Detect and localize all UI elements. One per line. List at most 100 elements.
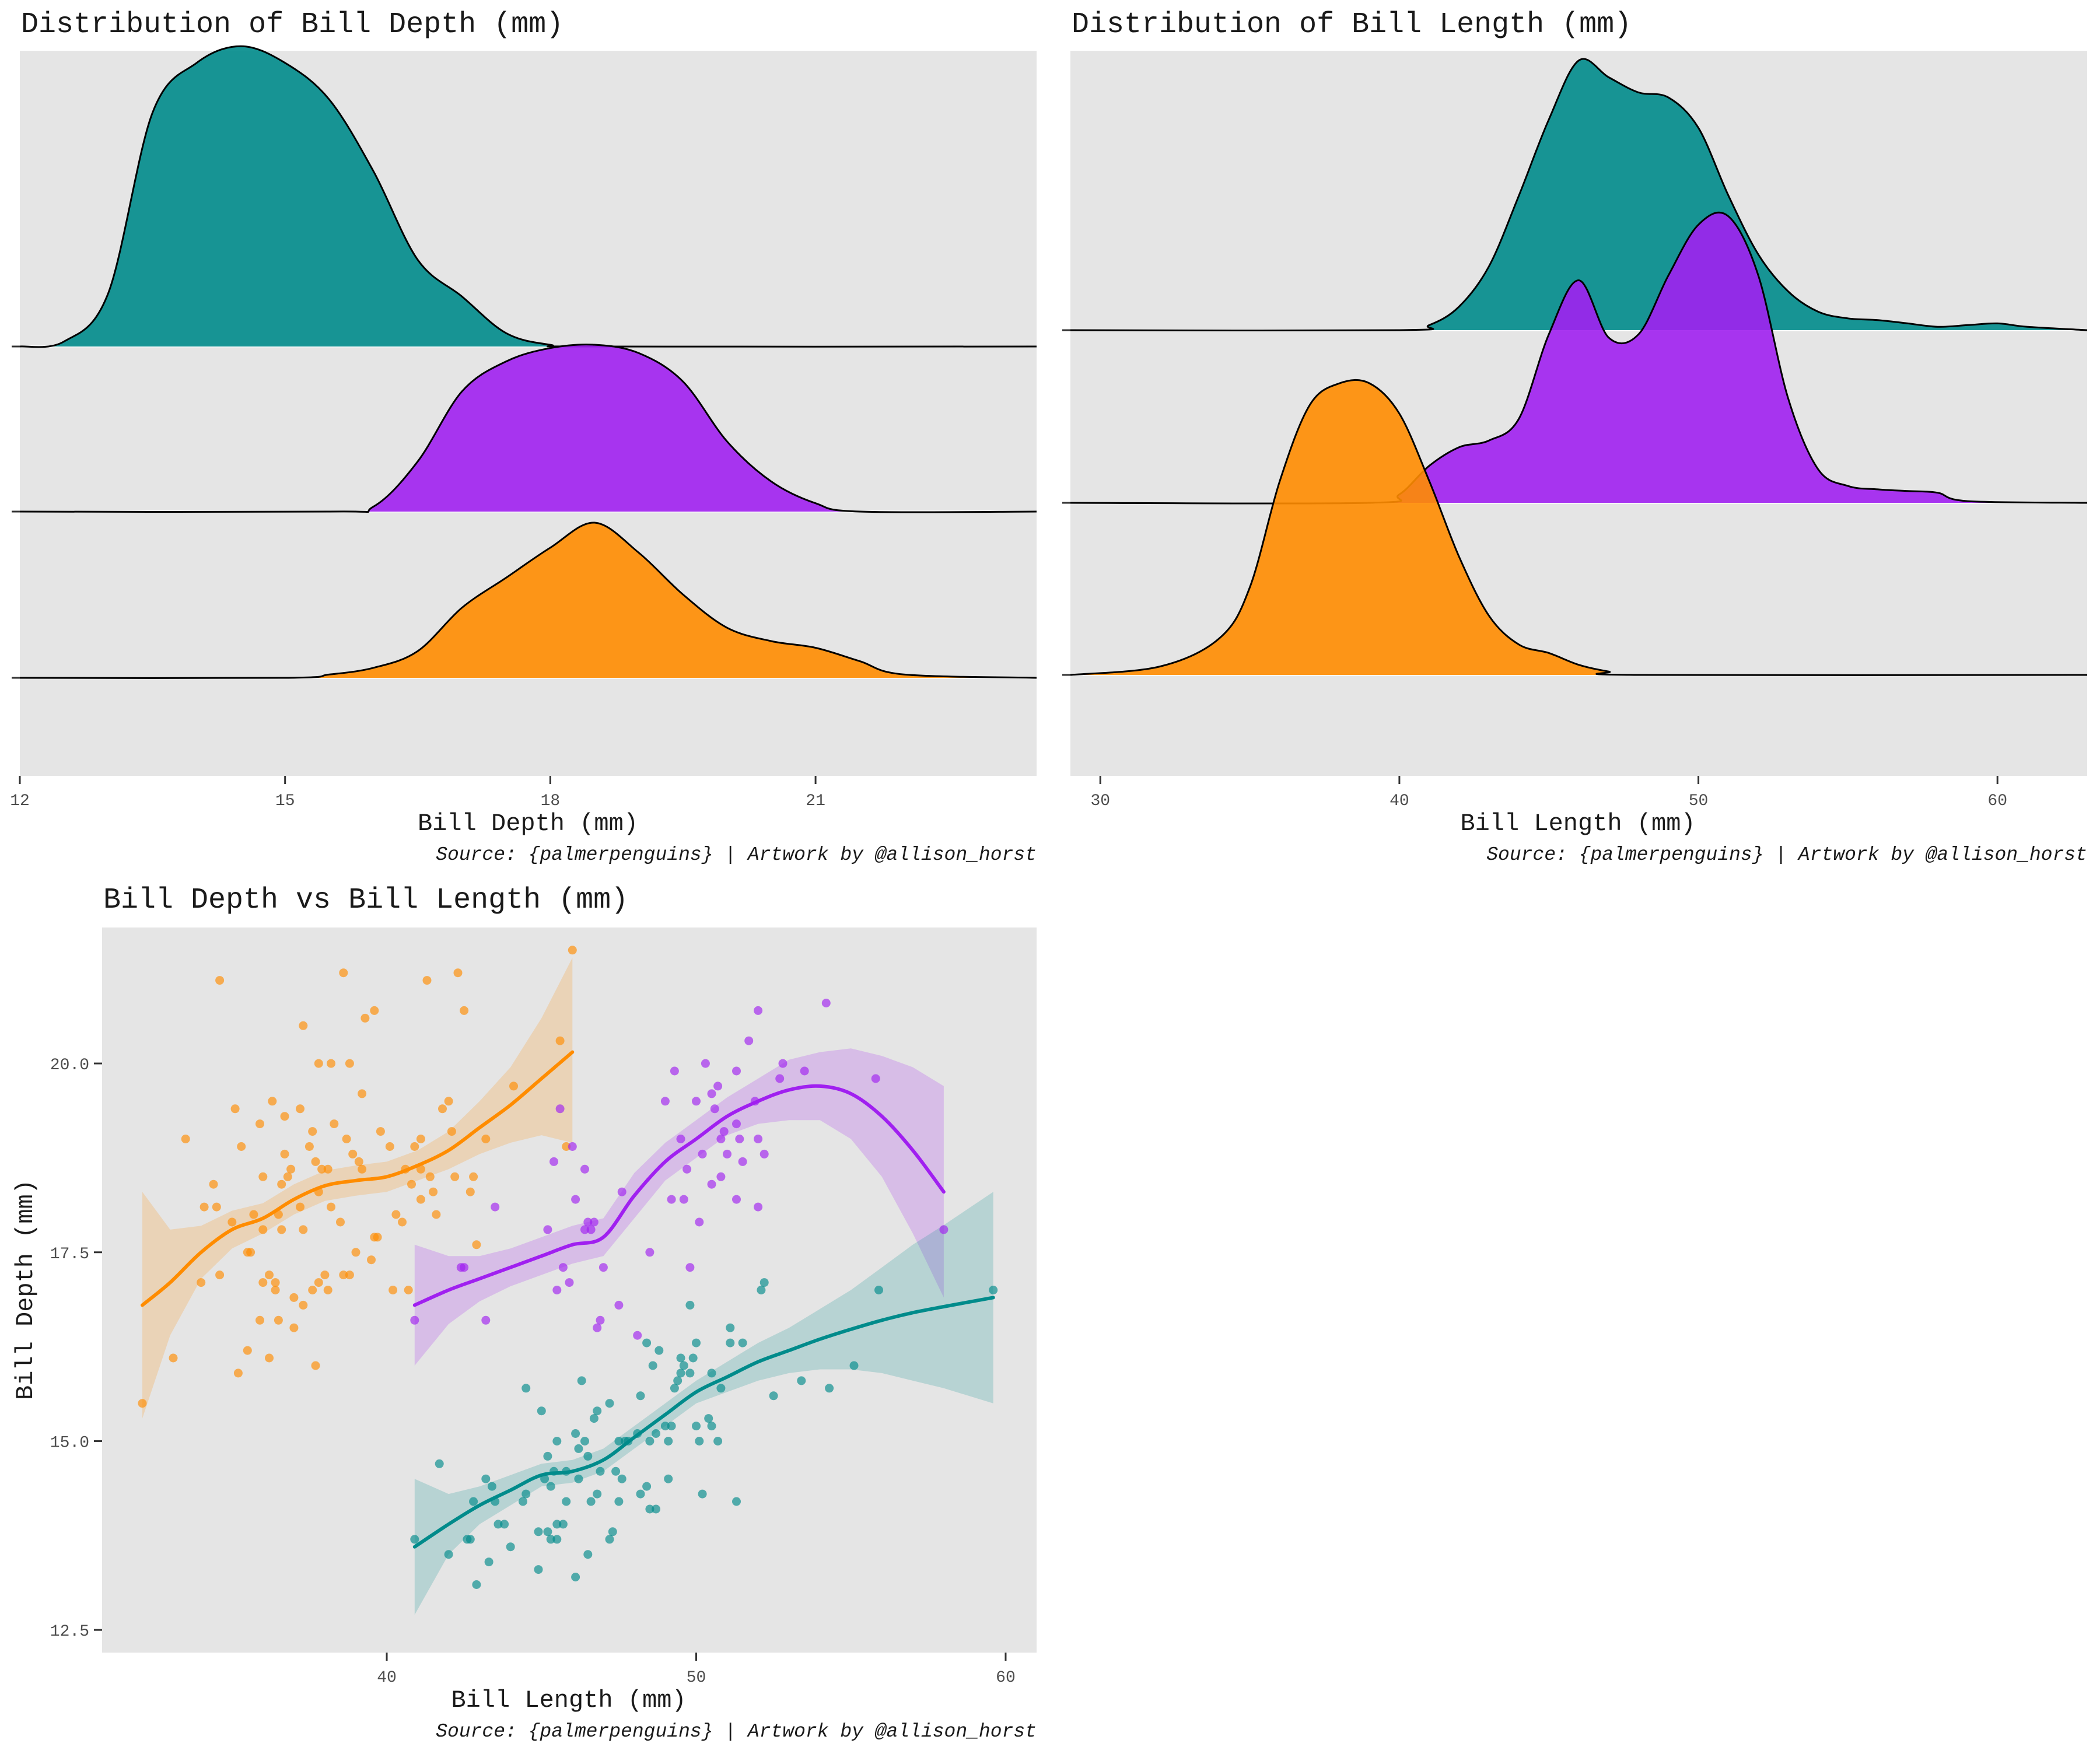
scatter-point-gentoo <box>732 1497 741 1506</box>
scatter-point-adelie <box>258 1172 268 1181</box>
scatter-point-gentoo <box>713 1437 723 1446</box>
scatter-point-adelie <box>246 1248 256 1257</box>
scatter-point-gentoo <box>593 1406 602 1416</box>
scatter-point-chinstrap <box>716 1135 726 1143</box>
scatter-point-gentoo <box>685 1300 695 1310</box>
scatter-point-gentoo <box>435 1459 444 1468</box>
scatter-point-adelie <box>509 1082 518 1091</box>
scatter-point-chinstrap <box>550 1157 558 1166</box>
scatter-point-adelie <box>200 1202 209 1212</box>
scatter-point-adelie <box>249 1210 258 1219</box>
scatter-point-adelie <box>289 1323 299 1332</box>
scatter-point-gentoo <box>636 1391 645 1401</box>
scatter-point-gentoo <box>707 1368 716 1378</box>
scatter-point-adelie <box>562 1142 571 1151</box>
bill-depth-ridgeline-panel: Distribution of Bill Depth (mm) 12 15 18 21… <box>10 8 1037 866</box>
scatter-point-gentoo <box>605 1535 614 1544</box>
scatter-point-adelie <box>354 1157 363 1166</box>
scatter-point-gentoo <box>522 1384 531 1393</box>
scatter-point-gentoo <box>494 1520 503 1529</box>
bill-length-x-tick-label-50: 50 <box>1689 792 1709 810</box>
scatter-point-adelie <box>317 1164 327 1174</box>
scatter-ci-band-gentoo <box>414 1192 993 1615</box>
scatter-point-adelie <box>311 1361 320 1370</box>
scatter-point-gentoo <box>552 1535 562 1544</box>
scatter-point-adelie <box>327 1059 335 1068</box>
scatter-point-adelie <box>453 968 463 978</box>
scatter-point-adelie <box>345 1059 354 1068</box>
scatter-point-adelie <box>336 1217 345 1227</box>
scatter-point-gentoo <box>537 1406 546 1416</box>
scatter-point-chinstrap <box>676 1135 685 1143</box>
scatter-point-gentoo <box>692 1422 701 1431</box>
scatter-point-gentoo <box>410 1535 419 1544</box>
scatter-point-adelie <box>296 1104 304 1114</box>
scatter-y-tick-label-20-0: 20.0 <box>50 1056 89 1074</box>
scatter-point-adelie <box>256 1119 264 1129</box>
scatter-point-chinstrap <box>701 1059 710 1068</box>
scatter-point-gentoo <box>760 1278 769 1287</box>
scatter-point-gentoo <box>481 1474 491 1483</box>
scatter-point-adelie <box>320 1270 330 1280</box>
scatter-point-adelie <box>299 1300 308 1310</box>
scatter-point-adelie <box>339 968 348 978</box>
scatter-point-gentoo <box>500 1520 509 1529</box>
scatter-point-chinstrap <box>939 1225 949 1234</box>
scatter-point-adelie <box>416 1164 425 1174</box>
scatter-point-adelie <box>138 1399 147 1408</box>
scatter-point-chinstrap <box>481 1315 491 1325</box>
scatter-point-gentoo <box>558 1520 568 1529</box>
scatter-point-adelie <box>327 1202 335 1212</box>
scatter-point-gentoo <box>698 1489 707 1499</box>
scatter-smooth-line-gentoo <box>412 1296 995 1549</box>
scatter-ci-band-adelie <box>142 957 573 1419</box>
scatter-point-chinstrap <box>707 1089 716 1098</box>
scatter-point-chinstrap <box>754 1006 763 1015</box>
scatter-point-chinstrap <box>460 1263 469 1272</box>
scatter-point-adelie <box>370 1006 379 1015</box>
scatter-point-gentoo <box>673 1376 682 1385</box>
scatter-point-chinstrap <box>593 1323 602 1332</box>
scatter-point-adelie <box>385 1142 394 1151</box>
bill-length-x-tick-label-30: 30 <box>1090 792 1110 810</box>
scatter-point-gentoo <box>543 1527 552 1536</box>
scatter-point-gentoo <box>583 1451 593 1461</box>
scatter-point-adelie <box>555 1036 565 1045</box>
scatter-point-chinstrap <box>682 1164 692 1174</box>
bill-length-panel-title: Distribution of Bill Length (mm) <box>1072 8 1632 41</box>
scatter-point-adelie <box>404 1286 413 1294</box>
scatter-point-gentoo <box>652 1504 660 1514</box>
scatter-point-gentoo <box>518 1497 527 1506</box>
bill-length-x-axis-title: Bill Length (mm) <box>1460 810 1695 838</box>
scatter-point-adelie <box>351 1248 360 1257</box>
scatter-point-adelie <box>237 1142 246 1151</box>
scatter-point-chinstrap <box>552 1286 562 1294</box>
scatter-point-chinstrap <box>679 1195 688 1204</box>
bill-depth-ridge-fill-chinstrap <box>20 344 1037 513</box>
scatter-point-chinstrap <box>580 1225 589 1234</box>
bill-length-ridgeline-panel: Distribution of Bill Length (mm) 30 40 50 6… <box>1062 8 2088 866</box>
scatter-point-gentoo <box>484 1558 494 1567</box>
scatter-point-chinstrap <box>543 1225 552 1234</box>
scatter-point-adelie <box>280 1112 289 1121</box>
scatter-point-adelie <box>358 1089 367 1098</box>
bill-depth-x-tick-label-18: 18 <box>541 792 561 810</box>
scatter-point-adelie <box>429 1187 438 1196</box>
scatter-point-gentoo <box>695 1437 704 1446</box>
scatter-point-gentoo <box>645 1437 654 1446</box>
scatter-point-adelie <box>568 946 577 955</box>
scatter-point-gentoo <box>688 1353 698 1363</box>
scatter-point-adelie <box>416 1135 425 1143</box>
scatter-point-chinstrap <box>614 1300 624 1310</box>
scatter-point-chinstrap <box>732 1119 741 1129</box>
scatter-point-adelie <box>472 1240 481 1250</box>
scatter-point-chinstrap <box>760 1149 769 1158</box>
scatter-point-gentoo <box>574 1444 583 1453</box>
scatter-point-adelie <box>296 1202 304 1212</box>
scatter-point-gentoo <box>552 1520 562 1529</box>
bill-length-ridge-fill-chinstrap <box>1070 212 2087 504</box>
scatter-point-gentoo <box>660 1422 670 1431</box>
scatter-point-gentoo <box>645 1504 654 1514</box>
bill-depth-x-tick-label-12: 12 <box>10 792 30 810</box>
scatter-point-adelie <box>209 1180 218 1189</box>
